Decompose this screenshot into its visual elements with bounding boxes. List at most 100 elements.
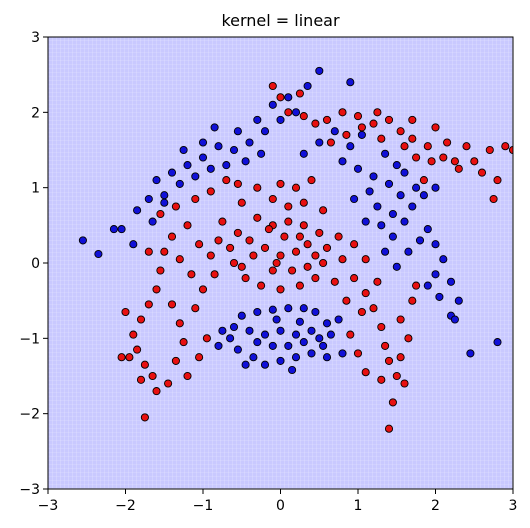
point-class-0 — [400, 168, 409, 177]
point-class-1 — [175, 255, 184, 264]
point-class-1 — [400, 142, 409, 151]
point-class-1 — [291, 247, 301, 256]
point-class-1 — [427, 157, 436, 166]
point-class-0 — [361, 217, 370, 226]
point-class-0 — [241, 360, 250, 369]
point-class-0 — [78, 236, 87, 245]
point-class-0 — [175, 179, 184, 188]
point-class-0 — [388, 209, 397, 219]
point-class-1 — [303, 262, 312, 271]
point-class-0 — [423, 225, 432, 234]
point-class-1 — [210, 270, 219, 279]
point-class-1 — [384, 424, 394, 433]
point-class-1 — [369, 304, 378, 313]
point-class-1 — [245, 236, 254, 245]
point-class-1 — [439, 153, 448, 162]
point-class-1 — [303, 240, 312, 249]
point-class-1 — [140, 413, 149, 422]
point-class-0 — [381, 149, 390, 158]
point-class-0 — [109, 225, 118, 234]
point-class-1 — [307, 176, 316, 185]
point-class-1 — [299, 198, 308, 207]
point-class-1 — [284, 202, 293, 211]
point-class-0 — [237, 311, 246, 320]
point-class-1 — [183, 371, 192, 381]
point-class-1 — [268, 266, 277, 275]
point-class-1 — [384, 115, 394, 124]
point-class-1 — [214, 236, 223, 245]
point-class-1 — [280, 232, 289, 241]
point-class-0 — [233, 345, 242, 354]
point-class-1 — [164, 379, 173, 388]
point-class-0 — [384, 179, 394, 188]
point-class-0 — [253, 115, 262, 124]
point-class-1 — [241, 274, 250, 283]
point-class-1 — [295, 281, 304, 290]
point-class-1 — [319, 206, 328, 215]
point-class-1 — [156, 209, 165, 219]
point-class-1 — [353, 112, 363, 121]
point-class-0 — [94, 249, 103, 259]
y-tick-label: −1 — [19, 331, 40, 347]
data-points — [78, 66, 513, 433]
point-class-0 — [307, 326, 316, 335]
point-class-1 — [489, 194, 498, 204]
point-class-0 — [307, 349, 316, 358]
point-class-0 — [369, 172, 378, 181]
point-class-1 — [326, 138, 335, 147]
x-axis: −3 −2 −1 0 1 2 3 — [38, 489, 517, 514]
point-class-1 — [291, 183, 301, 192]
point-class-0 — [229, 145, 239, 155]
point-class-1 — [408, 115, 417, 124]
point-class-1 — [299, 221, 308, 230]
point-class-1 — [396, 315, 405, 324]
y-tick-label: 0 — [31, 256, 40, 272]
point-class-1 — [167, 232, 177, 241]
point-class-1 — [361, 289, 370, 298]
point-class-0 — [303, 81, 312, 91]
point-class-1 — [237, 262, 246, 271]
point-class-0 — [419, 191, 428, 200]
point-class-1 — [470, 157, 479, 166]
point-class-1 — [338, 108, 347, 117]
point-class-0 — [241, 157, 250, 166]
point-class-0 — [206, 164, 215, 173]
point-class-1 — [206, 251, 215, 260]
point-class-1 — [144, 300, 153, 309]
point-class-1 — [450, 157, 459, 166]
point-class-1 — [195, 240, 204, 249]
point-class-0 — [346, 142, 355, 151]
point-class-1 — [284, 217, 293, 226]
point-class-0 — [299, 338, 308, 347]
point-class-0 — [249, 353, 258, 362]
point-class-0 — [299, 149, 308, 158]
point-class-1 — [377, 375, 386, 384]
point-class-0 — [396, 191, 405, 200]
point-class-0 — [338, 157, 347, 166]
y-tick-label: 1 — [31, 181, 40, 197]
point-class-1 — [249, 251, 258, 260]
point-class-1 — [257, 281, 266, 290]
point-class-0 — [133, 206, 142, 215]
point-class-0 — [373, 202, 382, 211]
point-class-0 — [260, 127, 270, 136]
point-class-1 — [493, 176, 502, 185]
point-class-1 — [338, 255, 347, 264]
point-class-1 — [396, 353, 405, 362]
point-class-1 — [179, 338, 188, 347]
point-class-0 — [334, 315, 343, 324]
point-class-1 — [412, 153, 421, 162]
point-class-1 — [183, 221, 192, 230]
point-class-0 — [350, 194, 359, 204]
point-class-0 — [218, 326, 227, 335]
point-class-0 — [299, 304, 308, 313]
x-tick-label: 2 — [431, 498, 440, 514]
point-class-0 — [198, 153, 208, 162]
point-class-1 — [237, 198, 246, 207]
point-class-0 — [431, 270, 440, 279]
point-class-1 — [253, 183, 262, 192]
point-class-0 — [268, 341, 277, 350]
point-class-1 — [361, 368, 370, 377]
point-class-0 — [415, 236, 425, 245]
